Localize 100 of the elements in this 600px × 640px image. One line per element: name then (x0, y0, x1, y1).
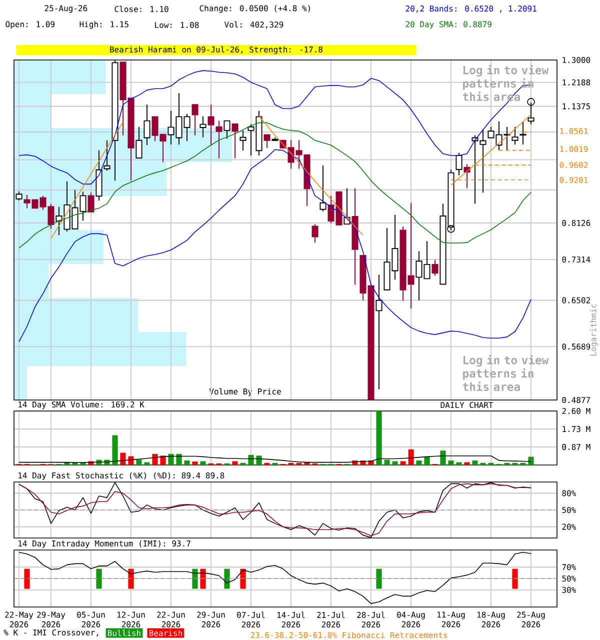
candlestick (520, 120, 526, 145)
text: Close: 1.10 (114, 6, 168, 12)
chart-title: 14 Day SMA Volume: 169.2 K (18, 401, 144, 410)
bar (232, 461, 238, 465)
y-tick-label: 0.6502 (562, 297, 590, 304)
line-series (450, 114, 532, 186)
bar (424, 456, 430, 465)
y-tick-label: 80% (562, 490, 576, 496)
text: 23.6-38.2-50-61.8% Fibonacci Retracements (250, 632, 447, 638)
bar (448, 460, 454, 465)
bar (192, 461, 198, 465)
chart-title: 14 Day Fast Stochastic (%K) (%D): 89.4 89.8 (18, 472, 224, 480)
bar (256, 456, 262, 465)
text: Low: 1.08 (155, 22, 199, 28)
x-tick-label: 28-Jul 2026 (357, 612, 385, 628)
x-tick-label: 21-Jul 2026 (317, 612, 345, 628)
candlestick (224, 120, 230, 140)
x-tick-label: 14-Jul 2026 (278, 612, 305, 628)
x-tick-label: 22-May 2026 (5, 612, 34, 628)
y-tick-label: 2.60 M (562, 408, 590, 414)
x-tick-label: 05-Jun 2026 (77, 612, 105, 628)
bar (248, 454, 254, 465)
x-tick-label: 22-Jun 2026 (157, 612, 185, 628)
text: Bullish (108, 630, 140, 636)
text: 0.9602 (560, 162, 588, 168)
candlestick (264, 134, 270, 148)
chart-title: Bearish Harami on 09-Jul-26, Strength: -17.8 (110, 46, 322, 54)
text: 25-Aug-26 (44, 5, 88, 13)
candlestick (312, 224, 318, 244)
bar (472, 460, 478, 465)
candlestick (136, 126, 142, 158)
bar (112, 435, 118, 465)
y-tick-label: 50% (562, 575, 576, 582)
bar (408, 449, 414, 465)
candlestick (512, 126, 518, 145)
y-tick-label: 1.3000 (562, 56, 590, 64)
candlestick (320, 165, 326, 212)
text: Change: 0.0500 (+4.8 %) (200, 5, 310, 13)
text: Bearish (149, 630, 182, 636)
bar (376, 411, 382, 465)
y-tick-label: 0.7314 (562, 256, 590, 263)
y-axis-title: Logarithmic (590, 304, 598, 356)
y-tick-label: 0.87 M (562, 444, 590, 450)
y-tick-label: 50% (562, 506, 576, 514)
bar (464, 462, 470, 465)
y-tick-label: 30% (562, 586, 576, 593)
bar (184, 460, 190, 465)
legend-title: % K - IMI Crossover, (4, 629, 98, 637)
candlestick (200, 116, 206, 138)
candlestick (456, 152, 462, 176)
text: Vol: 402,329 (224, 21, 284, 29)
x-tick-label: 11-Aug 2026 (438, 612, 465, 628)
x-tick-label: 07-Jul 2026 (237, 612, 265, 628)
y-tick-label: 0.8126 (562, 220, 590, 226)
candlestick (232, 124, 238, 159)
bar (160, 456, 166, 465)
bar (528, 456, 534, 465)
line-series (50, 122, 124, 239)
bar (200, 461, 206, 465)
x-tick-label: 25-Aug 2026 (517, 612, 545, 628)
y-tick-label: 1.73 M (562, 426, 590, 432)
candlestick (464, 164, 470, 189)
bar (144, 462, 150, 465)
text: 1.0019 (560, 146, 588, 152)
bar (440, 450, 446, 465)
y-tick-label: 1.1375 (562, 103, 590, 110)
y-tick-label: 0.5689 (562, 344, 590, 350)
candlestick (216, 120, 222, 159)
bar (400, 461, 406, 465)
text: 20 Day SMA: 0.8879 (406, 21, 492, 29)
x-tick-label: 18-Aug 2026 (478, 612, 505, 628)
y-tick-label: 0.4877 (562, 396, 590, 404)
chart-title: 14 Day Intraday Momentum (IMI): 93.7 (18, 540, 190, 548)
line-series (18, 122, 532, 248)
y-tick-label: 70% (562, 564, 576, 570)
bar (120, 452, 126, 465)
text: 1.0561 (560, 128, 588, 134)
bar (176, 454, 182, 465)
bar (384, 460, 390, 465)
bar (456, 462, 462, 465)
y-tick-label: 1.2188 (562, 79, 590, 86)
text: Open: 1.09 (6, 21, 54, 29)
bar (168, 454, 174, 465)
x-tick-label: 29-May 2026 (37, 612, 66, 628)
x-tick-label: 29-Jun 2026 (197, 612, 225, 628)
bar (136, 460, 142, 465)
candlestick (144, 104, 150, 146)
x-tick-label: 04-Aug 2026 (397, 612, 425, 628)
text: DAILY CHART (440, 402, 494, 408)
bar (152, 454, 158, 465)
text: High: 1.15 (80, 21, 128, 29)
text: 20,2 Bands: 0.6520 , 1.2091 (406, 5, 536, 13)
candlestick (104, 140, 110, 172)
candlestick (432, 259, 438, 276)
candlestick (208, 104, 214, 145)
bar (392, 461, 398, 465)
bar (416, 460, 422, 465)
text: 0.9201 (560, 176, 588, 184)
candlestick (240, 130, 246, 152)
y-tick-label: 20% (562, 524, 576, 530)
